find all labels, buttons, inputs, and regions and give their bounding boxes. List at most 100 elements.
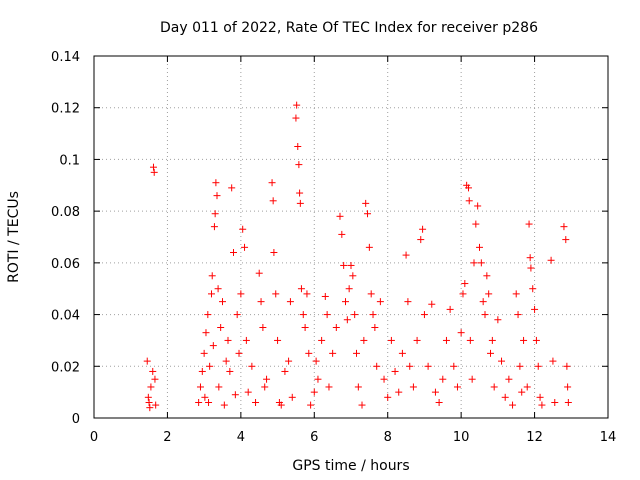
x-tick-label: 0	[90, 430, 98, 445]
data-point	[195, 398, 203, 406]
y-tick-labels: 0 0.02 0.04 0.06 0.08 0.1 0.12 0.14	[51, 50, 80, 427]
data-point	[231, 391, 239, 399]
data-point	[490, 383, 498, 391]
data-point	[261, 383, 269, 391]
data-point	[419, 225, 427, 233]
y-tick-label: 0	[72, 412, 80, 427]
data-point	[252, 398, 260, 406]
data-point	[208, 272, 216, 280]
data-point	[340, 261, 348, 269]
data-point	[211, 210, 219, 218]
data-point	[213, 192, 221, 200]
data-point	[538, 401, 546, 409]
plot-frame	[93, 55, 609, 419]
data-point	[224, 336, 232, 344]
data-point	[409, 383, 417, 391]
data-point	[371, 324, 379, 331]
data-point	[466, 336, 474, 344]
data-point	[212, 179, 220, 187]
y-tick-label: 0.14	[51, 50, 80, 65]
data-point	[501, 393, 509, 401]
data-point	[402, 251, 410, 259]
data-point	[299, 311, 307, 319]
data-point	[341, 298, 349, 306]
data-point	[214, 285, 222, 293]
y-tick-label: 0.1	[59, 153, 80, 168]
data-point	[200, 349, 208, 357]
data-point	[404, 298, 412, 306]
data-point	[498, 357, 506, 365]
data-point	[450, 362, 458, 370]
data-point	[198, 367, 206, 375]
y-tick-label: 0.12	[51, 102, 80, 117]
data-point	[474, 202, 482, 210]
data-point	[516, 362, 524, 370]
data-point	[145, 398, 153, 406]
data-point	[477, 259, 485, 267]
data-point	[338, 230, 346, 238]
data-point	[464, 184, 472, 192]
x-tick-label: 12	[526, 430, 543, 445]
data-point	[323, 311, 331, 319]
data-point	[505, 375, 513, 383]
data-point	[391, 367, 399, 375]
data-point	[274, 336, 282, 344]
data-point	[269, 197, 277, 205]
data-point	[523, 383, 531, 391]
data-point	[207, 290, 215, 298]
data-point	[332, 324, 340, 331]
data-point	[343, 316, 351, 324]
data-point	[285, 357, 293, 365]
data-point	[244, 388, 252, 396]
data-point	[527, 264, 535, 272]
data-point	[296, 189, 304, 197]
data-point	[395, 388, 403, 396]
data-point	[472, 220, 480, 228]
x-tick-label: 14	[600, 430, 617, 445]
x-axis-label: GPS time / hours	[292, 458, 409, 474]
data-point	[562, 236, 570, 244]
data-point	[428, 300, 436, 308]
data-point	[431, 388, 439, 396]
data-point	[349, 272, 357, 280]
data-point	[220, 401, 228, 409]
data-point	[435, 398, 443, 406]
data-point	[149, 367, 157, 375]
data-point	[151, 375, 159, 383]
data-point	[321, 292, 329, 300]
data-point	[144, 393, 152, 401]
data-point	[288, 393, 296, 401]
data-point	[470, 259, 478, 267]
data-point	[210, 223, 218, 231]
data-point	[222, 357, 230, 365]
data-point	[417, 236, 425, 244]
data-point	[529, 285, 537, 293]
data-point	[241, 243, 249, 251]
data-point	[481, 311, 489, 319]
data-point	[325, 383, 333, 391]
data-point	[329, 349, 337, 357]
x-tick-label: 6	[310, 430, 318, 445]
data-point	[453, 383, 461, 391]
data-point	[457, 329, 465, 337]
data-point	[297, 285, 305, 293]
data-point	[547, 256, 555, 264]
data-point	[259, 324, 267, 331]
data-point	[479, 298, 487, 306]
data-point	[532, 336, 540, 344]
data-point	[365, 243, 373, 251]
x-tick-labels: 0 2 4 6 8 10 12 14	[90, 430, 616, 445]
data-point	[305, 349, 313, 357]
data-point	[314, 375, 322, 383]
grid-lines	[94, 56, 608, 418]
data-point	[293, 101, 301, 109]
data-point	[206, 362, 214, 370]
data-point	[295, 161, 303, 169]
data-point	[483, 272, 491, 280]
data-point	[525, 220, 533, 228]
data-point	[367, 290, 375, 298]
x-tick-label: 4	[237, 430, 245, 445]
data-point	[413, 336, 421, 344]
